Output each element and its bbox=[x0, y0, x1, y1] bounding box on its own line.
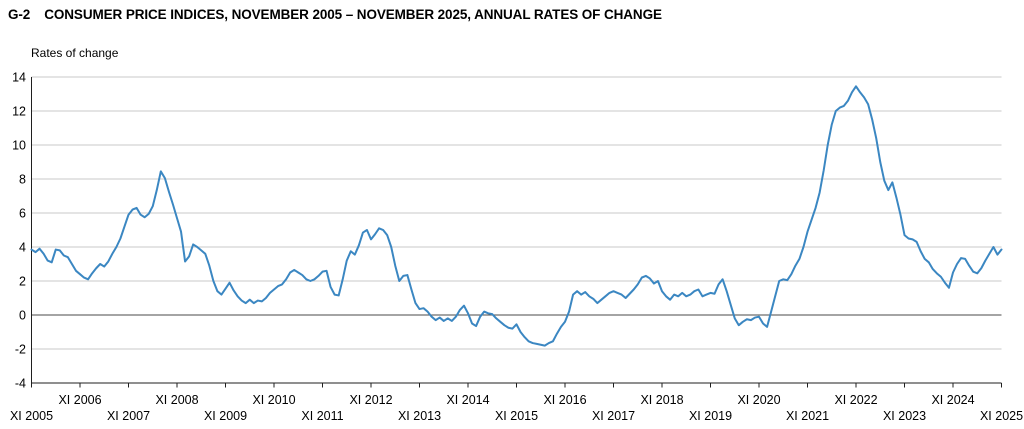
x-tick-label: XI 2009 bbox=[204, 409, 247, 423]
x-tick-label: XI 2015 bbox=[495, 409, 538, 423]
x-tick-label: XI 2011 bbox=[301, 409, 343, 423]
x-tick-label: XI 2020 bbox=[737, 393, 780, 407]
x-tick-label: XI 2018 bbox=[640, 393, 683, 407]
x-tick-label: XI 2005 bbox=[10, 409, 53, 423]
y-tick-label: 2 bbox=[19, 275, 26, 289]
cpi-rate-line bbox=[30, 85, 1003, 347]
figure-title-text: CONSUMER PRICE INDICES, NOVEMBER 2005 – … bbox=[44, 7, 662, 22]
y-tick-label: 4 bbox=[19, 241, 26, 255]
y-tick-label: -4 bbox=[15, 377, 26, 391]
y-tick-label: 10 bbox=[12, 139, 26, 153]
figure-title: G-2 CONSUMER PRICE INDICES, NOVEMBER 2005… bbox=[8, 7, 662, 22]
y-tick-label: 14 bbox=[12, 71, 26, 85]
y-tick-label: 6 bbox=[19, 207, 26, 221]
x-tick-label: XI 2019 bbox=[689, 409, 732, 423]
y-tick-label: 12 bbox=[12, 105, 26, 119]
x-tick-label: XI 2017 bbox=[592, 409, 635, 423]
x-tick-label: XI 2016 bbox=[543, 393, 586, 407]
x-tick-label: XI 2022 bbox=[834, 393, 877, 407]
y-tick-label: 0 bbox=[19, 309, 26, 323]
x-tick-label: XI 2012 bbox=[349, 393, 392, 407]
x-tick-label: XI 2007 bbox=[107, 409, 150, 423]
x-tick-label: XI 2014 bbox=[446, 393, 489, 407]
x-tick-label: XI 2006 bbox=[58, 393, 101, 407]
x-tick-label: XI 2024 bbox=[931, 393, 974, 407]
x-tick-label: XI 2025 bbox=[980, 409, 1023, 423]
x-tick-label: XI 2021 bbox=[786, 409, 829, 423]
x-tick-label: XI 2008 bbox=[155, 393, 198, 407]
y-tick-label: -2 bbox=[15, 343, 26, 357]
x-tick-label: XI 2023 bbox=[883, 409, 926, 423]
y-tick-label: 8 bbox=[19, 173, 26, 187]
y-axis-unit-label: Rates of change bbox=[31, 46, 119, 60]
x-tick-label: XI 2013 bbox=[398, 409, 441, 423]
figure-code: G-2 bbox=[8, 7, 31, 22]
x-tick-label: XI 2010 bbox=[252, 393, 295, 407]
